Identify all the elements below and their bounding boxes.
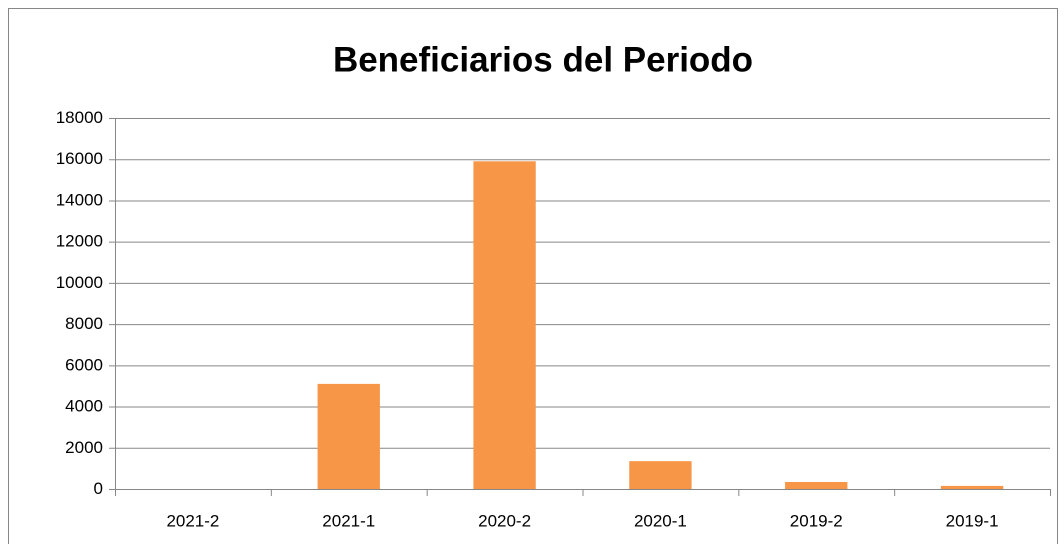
bar	[785, 481, 848, 489]
bar	[629, 461, 692, 489]
y-tick-label: 18000	[56, 108, 103, 127]
bar	[940, 485, 1004, 489]
bar	[317, 383, 380, 489]
y-tick-label: 0	[94, 479, 103, 498]
y-tick-label: 2000	[65, 438, 103, 457]
x-tick-label: 2021-2	[166, 511, 219, 530]
y-tick-label: 6000	[65, 355, 103, 374]
y-tick-label: 16000	[56, 149, 103, 168]
x-tick-label: 2021-1	[322, 511, 375, 530]
y-tick-label: 14000	[56, 190, 103, 209]
x-tick-label: 2020-2	[478, 511, 531, 530]
x-tick-label: 2019-1	[946, 511, 999, 530]
y-tick-label: 10000	[56, 273, 103, 292]
x-tick-label: 2019-2	[790, 511, 843, 530]
y-tick-label: 4000	[65, 397, 103, 416]
chart-title: Beneficiarios del Periodo	[333, 40, 753, 79]
y-tick-label: 8000	[65, 314, 103, 333]
bar	[473, 161, 536, 490]
y-tick-label: 12000	[56, 232, 103, 251]
x-tick-label: 2020-1	[634, 511, 687, 530]
